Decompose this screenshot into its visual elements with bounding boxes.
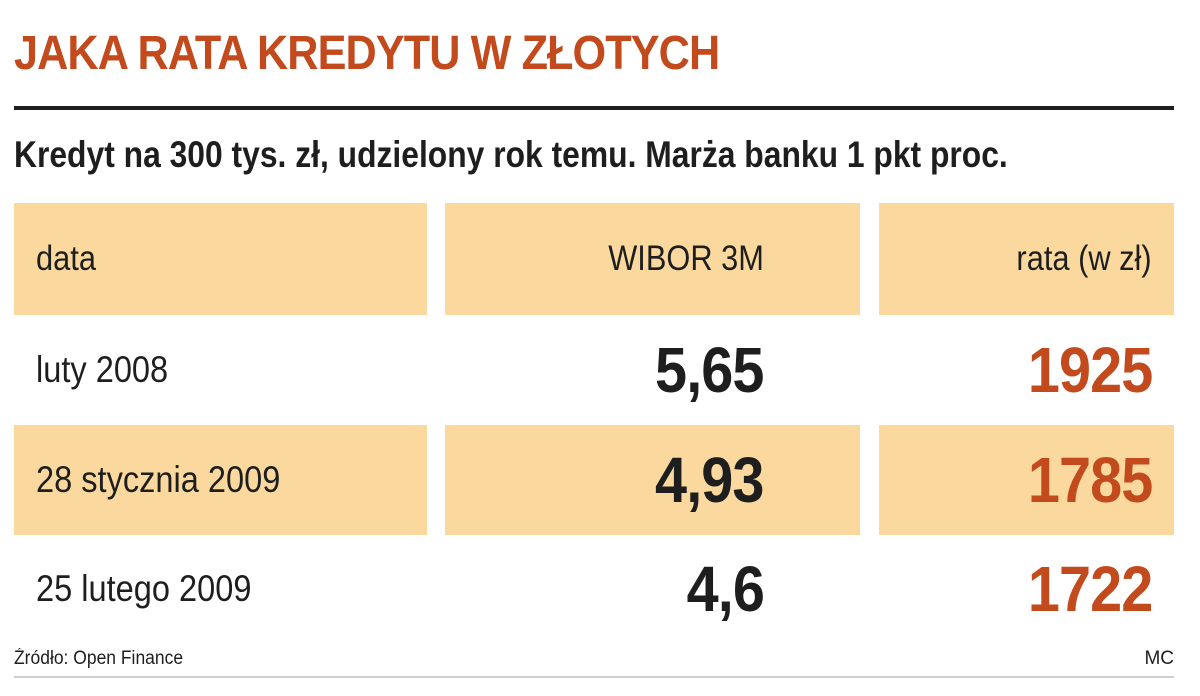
header-cell-wibor: WIBOR 3M <box>445 203 860 315</box>
wibor-value: 4,6 <box>686 553 765 625</box>
wibor-value: 4,93 <box>655 444 764 516</box>
author-initials: MC <box>1144 648 1174 669</box>
table-row-1-date: luty 2008 <box>14 315 427 425</box>
header-label-date: data <box>36 239 96 278</box>
table-row-2-rata: 1785 <box>879 425 1174 535</box>
data-table: data WIBOR 3M rata (w zł) luty 2008 5,65… <box>14 203 1174 643</box>
header-cell-rata: rata (w zł) <box>879 203 1174 315</box>
bottom-divider <box>14 676 1174 678</box>
header-label-wibor: WIBOR 3M <box>608 239 764 278</box>
chart-title: JAKA RATA KREDYTU W ZŁOTYCH <box>14 27 720 80</box>
date-value: 28 stycznia 2009 <box>36 459 281 500</box>
table-row-2-date: 28 stycznia 2009 <box>14 425 427 535</box>
header-label-rata: rata (w zł) <box>1016 239 1152 278</box>
wibor-value: 5,65 <box>655 334 764 406</box>
header-cell-date: data <box>14 203 427 315</box>
table-row-2-wibor: 4,93 <box>445 425 860 535</box>
title-divider <box>14 106 1174 110</box>
table-row-1-rata: 1925 <box>879 315 1174 425</box>
rata-value: 1785 <box>1027 444 1152 516</box>
table-row-3-rata: 1722 <box>879 535 1174 643</box>
date-value: 25 lutego 2009 <box>36 568 252 609</box>
table-row-3-date: 25 lutego 2009 <box>14 535 427 643</box>
chart-subtitle: Kredyt na 300 tys. zł, udzielony rok tem… <box>14 134 1008 175</box>
date-value: luty 2008 <box>36 349 169 390</box>
source-note: Źródło: Open Finance <box>14 648 184 669</box>
table-row-3-wibor: 4,6 <box>445 535 860 643</box>
table-row-1-wibor: 5,65 <box>445 315 860 425</box>
rata-value: 1722 <box>1027 553 1152 625</box>
rata-value: 1925 <box>1027 334 1152 406</box>
